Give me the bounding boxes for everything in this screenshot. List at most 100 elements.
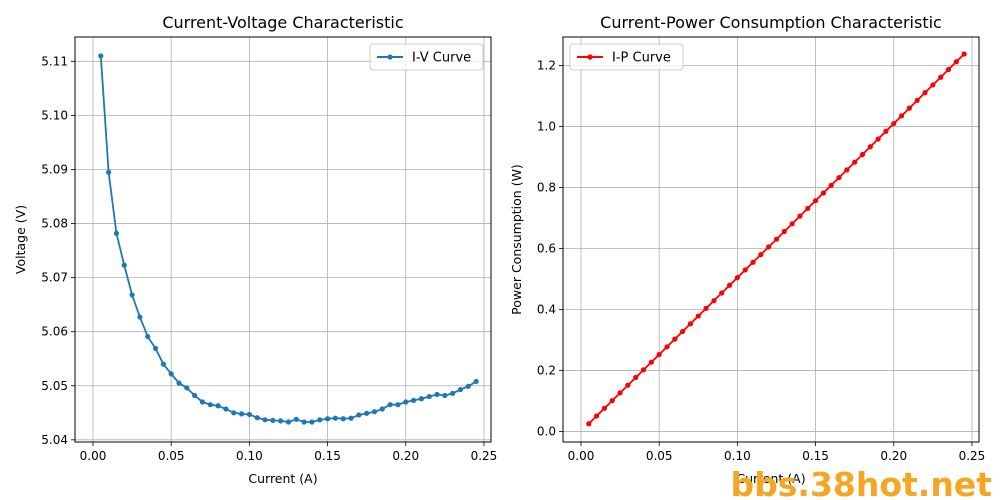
iv-data-point xyxy=(410,397,417,403)
iv-data-point xyxy=(340,416,346,422)
iv-data-point xyxy=(160,361,166,367)
iv-data-point xyxy=(129,292,135,298)
iv-legend-marker xyxy=(387,54,393,60)
ip-data-point xyxy=(609,398,615,404)
iv-data-point xyxy=(192,392,198,399)
ip-data-point xyxy=(672,336,678,342)
iv-x-ticks: 0.00 0.05 0.10 0.15 0.20 0.25 xyxy=(80,442,498,463)
ip-data-point xyxy=(766,244,772,250)
ip-data-point xyxy=(601,405,608,411)
ip-data-point xyxy=(789,221,795,227)
ip-x-tick-label: 0.25 xyxy=(959,449,986,463)
iv-x-tick-label: 0.20 xyxy=(392,449,419,463)
iv-x-tick-label: 0.05 xyxy=(158,449,185,463)
ip-y-tick-label: 0.8 xyxy=(537,180,556,194)
ip-data-point xyxy=(805,205,811,212)
ip-data-point xyxy=(891,120,897,127)
ip-x-tick-label: 0.05 xyxy=(646,449,673,463)
iv-data-point xyxy=(465,383,471,389)
iv-data-point xyxy=(246,411,252,418)
ip-data-point xyxy=(680,328,686,335)
iv-data-point xyxy=(317,417,323,423)
ip-legend-marker xyxy=(587,54,593,60)
ip-legend: I-P Curve xyxy=(569,43,684,71)
ip-data-point xyxy=(640,367,647,373)
iv-y-tick-label: 5.05 xyxy=(41,379,68,393)
ip-data-point xyxy=(750,259,756,265)
ip-data-point xyxy=(726,282,733,288)
iv-data-point xyxy=(426,393,432,400)
iv-y-tick-label: 5.08 xyxy=(41,217,68,231)
ip-data-point xyxy=(664,344,670,350)
iv-x-tick-label: 0.10 xyxy=(236,449,263,463)
iv-x-tick-label: 0.00 xyxy=(80,449,107,463)
ip-data-point xyxy=(812,198,819,204)
watermark-text: bbs.38hot.net xyxy=(731,465,993,500)
ip-data-point xyxy=(930,82,936,88)
iv-data-point xyxy=(270,417,276,423)
iv-data-point xyxy=(262,417,268,423)
iv-data-point xyxy=(457,386,464,393)
iv-data-point xyxy=(137,314,143,320)
iv-y-tick-label: 5.10 xyxy=(41,108,68,122)
iv-data-point xyxy=(293,416,299,422)
iv-y-tick-label: 5.11 xyxy=(41,54,68,68)
iv-data-point xyxy=(356,412,362,418)
ip-series xyxy=(586,51,967,427)
iv-plot-frame xyxy=(74,36,492,443)
ip-data-point xyxy=(953,59,959,65)
iv-data-point xyxy=(106,169,112,175)
iv-data-point xyxy=(332,415,338,421)
ip-data-point xyxy=(875,136,881,142)
ip-data-point xyxy=(914,97,920,104)
ip-data-point xyxy=(586,421,592,427)
ip-data-point xyxy=(695,313,701,319)
iv-data-point xyxy=(418,396,425,402)
ip-data-point xyxy=(859,151,866,158)
iv-data-point xyxy=(231,410,237,416)
ip-data-point xyxy=(758,251,764,258)
iv-data-point xyxy=(434,391,440,398)
iv-y-tick-label: 5.07 xyxy=(41,271,68,285)
ip-data-point xyxy=(719,290,725,296)
ip-y-tick-label: 0.2 xyxy=(537,364,556,378)
iv-legend: I-V Curve xyxy=(369,43,484,71)
iv-data-point xyxy=(309,419,315,425)
ip-y-axis-label: Power Consumption (W) xyxy=(509,164,524,315)
iv-data-point xyxy=(348,415,354,421)
ip-data-point xyxy=(883,128,889,134)
iv-data-point xyxy=(215,403,221,409)
ip-y-tick-label: 0.0 xyxy=(537,425,556,439)
iv-y-tick-label: 5.06 xyxy=(41,325,68,339)
iv-data-point xyxy=(364,410,370,416)
iv-data-point xyxy=(371,409,378,415)
iv-data-point xyxy=(223,406,229,412)
ip-data-point xyxy=(711,298,717,304)
ip-y-tick-label: 1.2 xyxy=(537,58,556,72)
iv-x-tick-label: 0.25 xyxy=(471,449,498,463)
ip-data-point xyxy=(781,228,787,235)
ip-data-point xyxy=(836,175,842,181)
ip-data-point xyxy=(633,374,639,381)
iv-data-point xyxy=(473,378,479,385)
ip-chart-title: Current-Power Consumption Characteristic xyxy=(600,13,942,32)
iv-data-point xyxy=(442,392,448,399)
ip-data-point xyxy=(820,190,826,196)
ip-data-point xyxy=(852,159,858,165)
iv-data-point xyxy=(403,399,409,405)
ip-data-point xyxy=(703,305,709,311)
iv-data-point xyxy=(324,416,331,422)
ip-data-point xyxy=(625,382,631,388)
iv-data-point xyxy=(387,402,393,408)
iv-data-point xyxy=(254,415,260,421)
iv-data-point xyxy=(145,333,151,340)
iv-data-point xyxy=(207,402,213,408)
ip-data-point xyxy=(961,51,967,57)
ip-x-ticks: 0.00 0.05 0.10 0.15 0.20 0.25 xyxy=(568,442,986,463)
iv-x-tick-label: 0.15 xyxy=(314,449,341,463)
ip-data-point xyxy=(742,267,748,273)
ip-data-point xyxy=(687,321,694,327)
ip-chart: 0.00 0.05 0.10 0.15 0.20 0.25 0.0 0.2 0.4 0.6 0.8… xyxy=(509,13,985,486)
